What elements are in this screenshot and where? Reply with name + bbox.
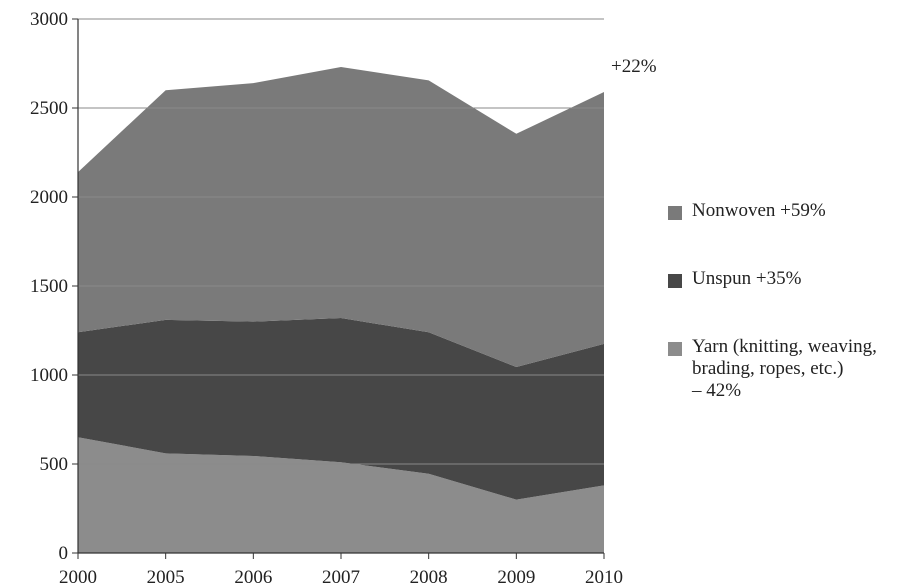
- x-tick-label: 2006: [234, 567, 272, 587]
- total-change-annotation: +22%: [611, 56, 657, 77]
- y-axis-ticks: 0 500 1000 1500 2000 2500 3000: [30, 9, 78, 564]
- x-tick-label: 2010: [585, 567, 623, 587]
- y-tick-label: 500: [40, 454, 69, 475]
- y-tick-label: 2500: [30, 98, 68, 119]
- legend-item-0: Yarn (knitting, weaving, brading, ropes,…: [668, 336, 908, 402]
- legend: Nonwoven +59% Unspun +35% Yarn (knitting, …: [668, 200, 908, 402]
- y-tick-label: 1000: [30, 365, 68, 386]
- legend-swatch: [668, 206, 682, 220]
- area-series-2: [78, 67, 604, 367]
- area-series-0: [78, 437, 604, 553]
- x-tick-label: 2000: [59, 567, 97, 587]
- gridlines: [78, 18, 604, 465]
- y-tick-label: 0: [59, 543, 69, 564]
- y-tick-label: 1500: [30, 276, 68, 297]
- area-layer: [78, 67, 604, 553]
- x-tick-label: 2005: [147, 567, 185, 587]
- legend-swatch: [668, 274, 682, 288]
- legend-item-1: Unspun +35%: [668, 268, 908, 290]
- legend-label: Unspun +35%: [692, 268, 802, 289]
- x-tick-label: 2007: [322, 567, 360, 587]
- x-tick-label: 2008: [410, 567, 448, 587]
- legend-swatch: [668, 342, 682, 356]
- y-tick-label: 2000: [30, 187, 68, 208]
- area-series-1: [78, 318, 604, 500]
- legend-item-2: Nonwoven +59%: [668, 200, 908, 222]
- legend-label: Yarn (knitting, weaving, brading, ropes,…: [692, 336, 877, 401]
- x-tick-label: 2009: [497, 567, 535, 587]
- y-tick-label: 3000: [30, 9, 68, 30]
- legend-label: Nonwoven +59%: [692, 200, 826, 221]
- x-axis-ticks: 2000 2005 2006 2007 2008 2009 2010: [59, 553, 623, 587]
